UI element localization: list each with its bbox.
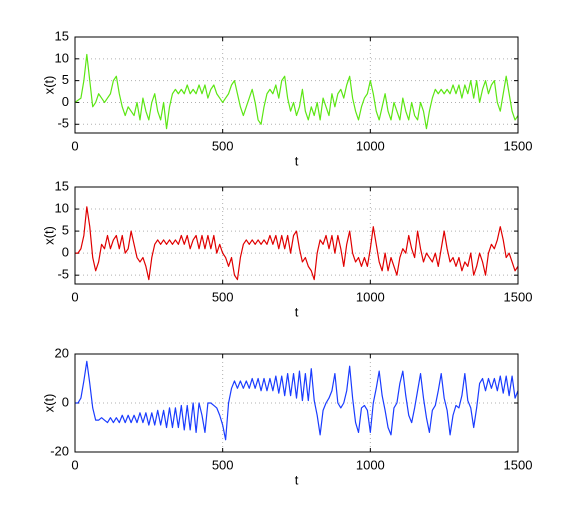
x-tick-label: 0 (71, 457, 78, 472)
x-axis-label: t (295, 472, 299, 487)
y-axis-label: x(t) (41, 394, 56, 413)
y-tick-label: 20 (55, 345, 69, 360)
y-tick-label: -5 (57, 116, 69, 131)
plot-background (75, 354, 518, 452)
y-tick-label: 15 (55, 28, 69, 43)
y-tick-label: 10 (55, 50, 69, 65)
x-axis-label: t (295, 153, 299, 168)
x-tick-label: 1500 (504, 138, 533, 153)
y-tick-label: 15 (55, 178, 69, 193)
axes-frame (74, 353, 519, 453)
y-tick-label: -20 (50, 443, 69, 458)
y-tick-label: 10 (55, 200, 69, 215)
x-tick-label: 0 (71, 138, 78, 153)
y-tick-label: 0 (62, 394, 69, 409)
plot-background (75, 187, 518, 284)
data-line (74, 53, 519, 130)
y-tick-label: 0 (62, 94, 69, 109)
axes-frame (74, 36, 519, 134)
data-line (75, 360, 519, 441)
x-tick-label: 1000 (356, 289, 385, 304)
y-axis-label: x(t) (41, 226, 56, 245)
x-tick-label: 500 (212, 457, 234, 472)
x-tick-label: 500 (212, 289, 234, 304)
y-tick-label: -5 (57, 267, 69, 282)
x-tick-label: 0 (71, 289, 78, 304)
axes-frame (74, 186, 519, 285)
x-tick-label: 1000 (356, 138, 385, 153)
y-tick-label: 5 (62, 223, 69, 238)
x-tick-label: 1500 (504, 457, 533, 472)
y-tick-label: 5 (62, 72, 69, 87)
x-axis-label: t (295, 304, 299, 319)
x-tick-label: 500 (212, 138, 234, 153)
x-tick-label: 1500 (504, 289, 533, 304)
y-axis-label: x(t) (41, 76, 56, 95)
data-line (75, 206, 519, 281)
y-tick-label: 0 (62, 245, 69, 260)
x-tick-label: 1000 (356, 457, 385, 472)
plot-background (75, 37, 518, 133)
